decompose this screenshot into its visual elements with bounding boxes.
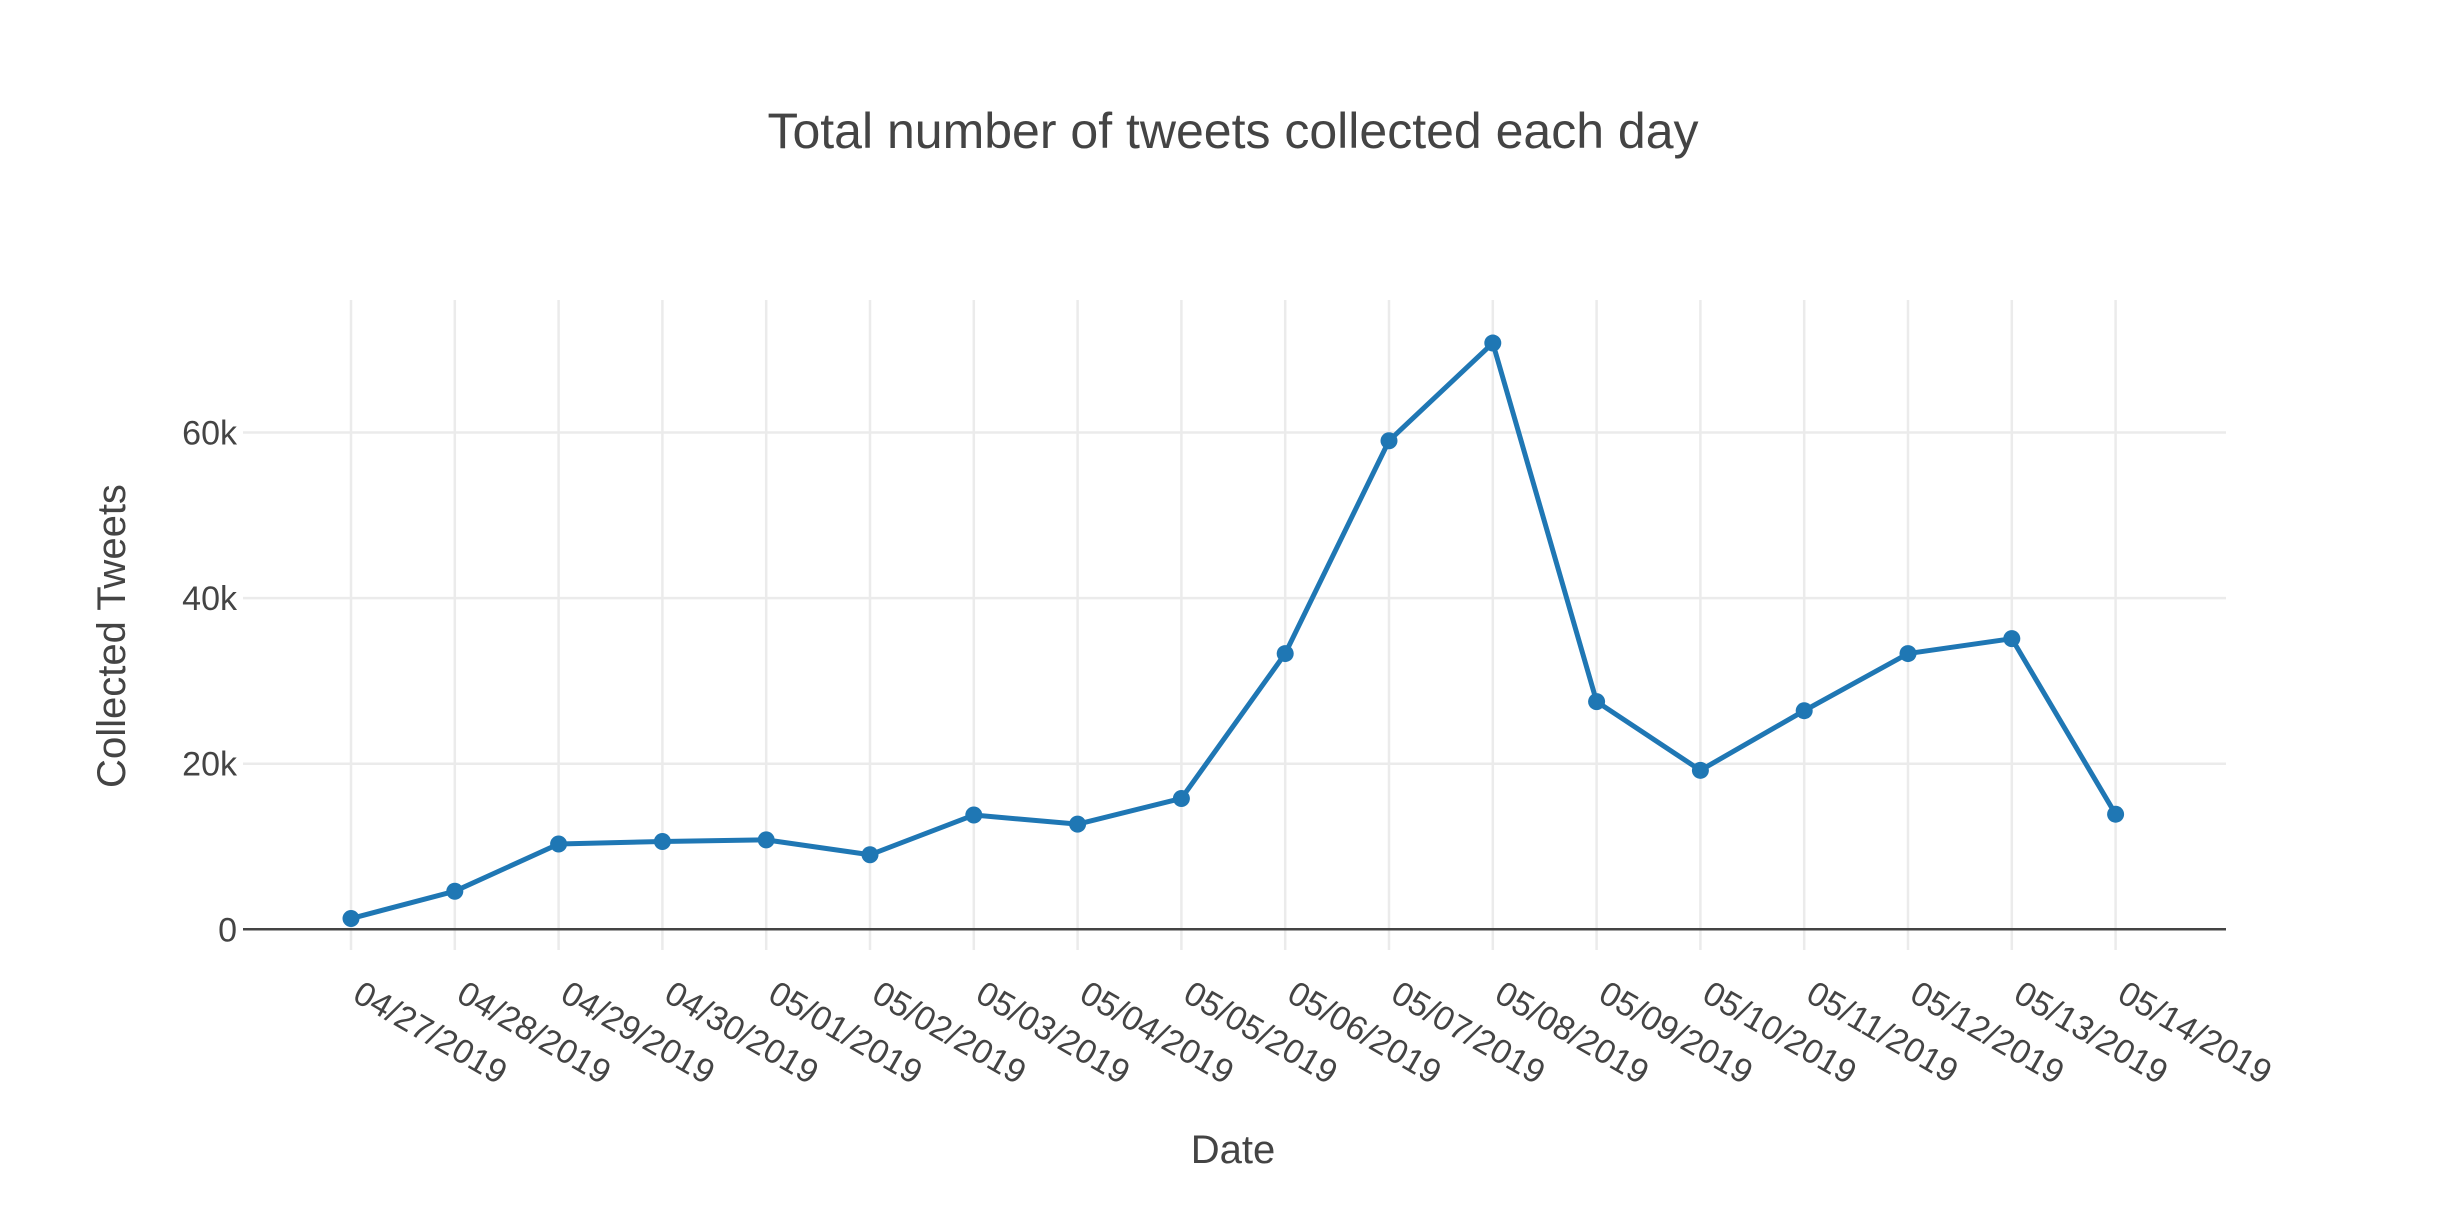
data-point [757,831,775,849]
data-point [1588,693,1606,711]
data-point [1484,334,1502,352]
data-point [550,835,568,853]
y-tick-label: 0 [218,911,237,949]
data-point [1691,761,1709,779]
y-tick-label: 40k [182,580,238,618]
x-tick-labels: 04/27/201904/28/201904/29/201904/30/2019… [347,974,2278,1092]
data-point [1380,432,1398,450]
data-point [1069,815,1087,833]
data-point [2003,630,2021,648]
series-group [342,334,2125,928]
y-tick-label: 20k [182,746,238,784]
data-point [2107,805,2125,823]
series-line [350,340,2118,921]
data-point [1276,645,1294,663]
chart-title: Total number of tweets collected each da… [767,103,1698,159]
data-point [446,882,464,900]
data-point [861,846,879,864]
data-point [342,910,360,928]
data-point [653,833,671,851]
y-gridlines [243,431,2226,765]
y-tick-labels: 0 20k 40k 60k [182,414,238,949]
x-axis-label: Date [1191,1128,1276,1172]
data-point [1172,789,1190,807]
data-point [1795,702,1813,720]
data-point [1899,645,1917,663]
y-tick-label: 60k [182,414,238,452]
y-axis-label: Collected Tweets [90,484,134,788]
x-gridlines [349,300,2117,950]
data-point [965,806,983,824]
